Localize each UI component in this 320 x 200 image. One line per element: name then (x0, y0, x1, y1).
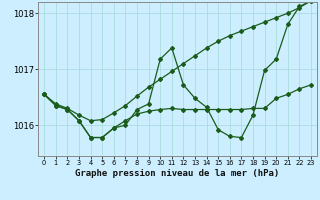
X-axis label: Graphe pression niveau de la mer (hPa): Graphe pression niveau de la mer (hPa) (76, 169, 280, 178)
